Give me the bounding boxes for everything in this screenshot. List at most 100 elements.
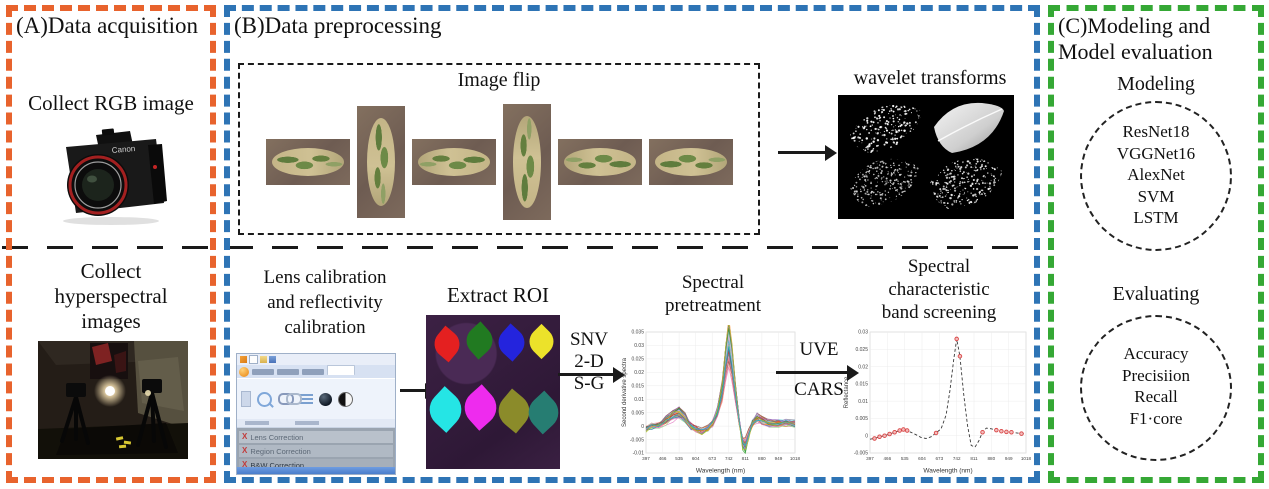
extract-roi-image (422, 315, 566, 469)
magnifier-icon (257, 391, 272, 407)
model-item: LSTM (1133, 208, 1179, 227)
svg-text:0.01: 0.01 (634, 397, 644, 403)
correction-item-icon: X (242, 446, 248, 455)
list-item-region-correction: X Region Correction (239, 445, 393, 457)
software-status-bar (237, 467, 395, 474)
arrow-roi-to-pretreatment (558, 366, 625, 383)
svg-text:0.02: 0.02 (634, 370, 644, 376)
calibration-software-window: X Lens Correction X Region Correction X … (236, 353, 396, 475)
app-menu-button (239, 367, 249, 377)
pretreatment-title: Spectral pretreatment (664, 272, 761, 316)
svg-text:535: 535 (901, 456, 909, 461)
leaf (654, 148, 727, 176)
section-divider-dashed-line (2, 246, 1040, 249)
hyperspectral-rig-image (38, 341, 188, 459)
panel-a-title: (A)Data acquisition (16, 13, 199, 38)
open-folder-icon (260, 356, 267, 363)
svg-text:0.03: 0.03 (858, 330, 868, 336)
roi-leaf-teal (521, 390, 566, 435)
model-item: ResNet18 (1122, 122, 1190, 141)
svg-text:811: 811 (970, 456, 978, 461)
band-screening-chart: 397 466 535 604 673 742 811 880 949 1018 0.03 0.025… (844, 330, 1032, 475)
correction-item-icon: X (242, 432, 248, 441)
svg-text:880: 880 (758, 456, 766, 461)
svg-text:742: 742 (725, 456, 733, 461)
svg-text:Reflectance: Reflectance (844, 376, 850, 408)
save-icon (269, 356, 276, 363)
bw-correction-icon (338, 391, 353, 407)
ribbon-group-labels (237, 419, 395, 427)
svg-text:604: 604 (692, 456, 700, 461)
collect-hyperspectral-label: Collect hyperspectral images (54, 259, 168, 333)
image-flip-box: Image flip (238, 63, 760, 235)
band-screening-title: Spectral characteristic band screening (881, 256, 997, 323)
svg-text:535: 535 (675, 456, 683, 461)
svg-text:604: 604 (918, 456, 926, 461)
group-label (295, 421, 319, 425)
svg-text:0.025: 0.025 (855, 347, 868, 353)
leaf (366, 118, 395, 206)
model-item: SVM (1137, 186, 1175, 206)
metric-item: Recall (1134, 387, 1178, 406)
roi-leaf-cyan (422, 386, 469, 433)
svg-text:673: 673 (935, 456, 943, 461)
leaf-image-vertical (502, 104, 551, 220)
pretreatment-methods-label: SNV 2-D S-G (569, 329, 608, 394)
leaf-image-vertical (356, 106, 405, 218)
svg-text:-0.005: -0.005 (630, 437, 644, 443)
pretreatment-chart: 397 466 535 604 673 742 811 880 949 1018 0.035 0.03… (622, 325, 800, 475)
svg-text:673: 673 (708, 456, 716, 461)
roi-leaf-blue (492, 323, 531, 362)
svg-text:0.02: 0.02 (858, 364, 868, 370)
leaf (563, 148, 636, 176)
svg-text:0: 0 (641, 424, 644, 430)
model-item: AlexNet (1127, 165, 1185, 184)
metric-item: Accuracy (1123, 344, 1189, 363)
svg-text:0.005: 0.005 (631, 410, 644, 416)
cars-label: CARS (794, 379, 844, 400)
ribbon-tab-active (327, 365, 355, 375)
metric-item: Precisiion (1122, 365, 1190, 385)
wavelet-transforms-label: wavelet transforms (853, 67, 1007, 89)
camera-brand-text: Canon (111, 144, 135, 155)
metric-item: F1·core (1129, 408, 1183, 428)
flipped-leaf-images (246, 95, 752, 229)
roi-leaf-green (460, 321, 499, 360)
svg-text:0.035: 0.035 (631, 330, 644, 336)
leaf-image-horizontal (557, 139, 642, 185)
svg-text:-0.01: -0.01 (633, 451, 645, 457)
svg-text:Wavelength (nm): Wavelength (nm) (923, 468, 972, 475)
modeling-label: Modeling (1117, 73, 1195, 95)
svg-text:811: 811 (742, 456, 750, 461)
select-tool-icon (241, 391, 251, 407)
roi-leaf-yellow (523, 323, 560, 360)
software-ribbon-icons (237, 378, 395, 419)
svg-text:0.025: 0.025 (631, 357, 644, 363)
image-flip-label: Image flip (457, 69, 541, 91)
svg-text:Wavelength (nm): Wavelength (nm) (696, 468, 745, 475)
levels-icon (300, 393, 313, 405)
leaf-image-horizontal (411, 139, 496, 185)
panel-b-title: (B)Data preprocessing (234, 13, 442, 38)
svg-text:742: 742 (953, 456, 961, 461)
lens-calibration-label: Lens calibration and reflectivity calibr… (263, 267, 387, 338)
svg-text:0.01: 0.01 (858, 399, 868, 405)
roi-leaf-magenta (457, 384, 504, 431)
evaluating-label: Evaluating (1112, 283, 1200, 305)
panel-data-preprocessing: (B)Data preprocessing Image flip wavelet… (224, 5, 1040, 483)
svg-text:0.015: 0.015 (855, 382, 868, 388)
svg-text:880: 880 (987, 456, 995, 461)
link-icon (278, 393, 302, 405)
leaf (417, 148, 490, 176)
software-quick-access-toolbar (237, 354, 395, 365)
correction-task-list: X Lens Correction X Region Correction X … (237, 428, 395, 471)
leaf (271, 148, 344, 176)
svg-text:0: 0 (865, 433, 868, 439)
leaf-image-horizontal (648, 139, 733, 185)
svg-text:949: 949 (1005, 456, 1013, 461)
model-item: VGGNet16 (1116, 143, 1196, 163)
leaf (512, 116, 541, 208)
svg-text:0.03: 0.03 (634, 343, 644, 349)
extract-roi-label: Extract ROI (446, 283, 550, 307)
